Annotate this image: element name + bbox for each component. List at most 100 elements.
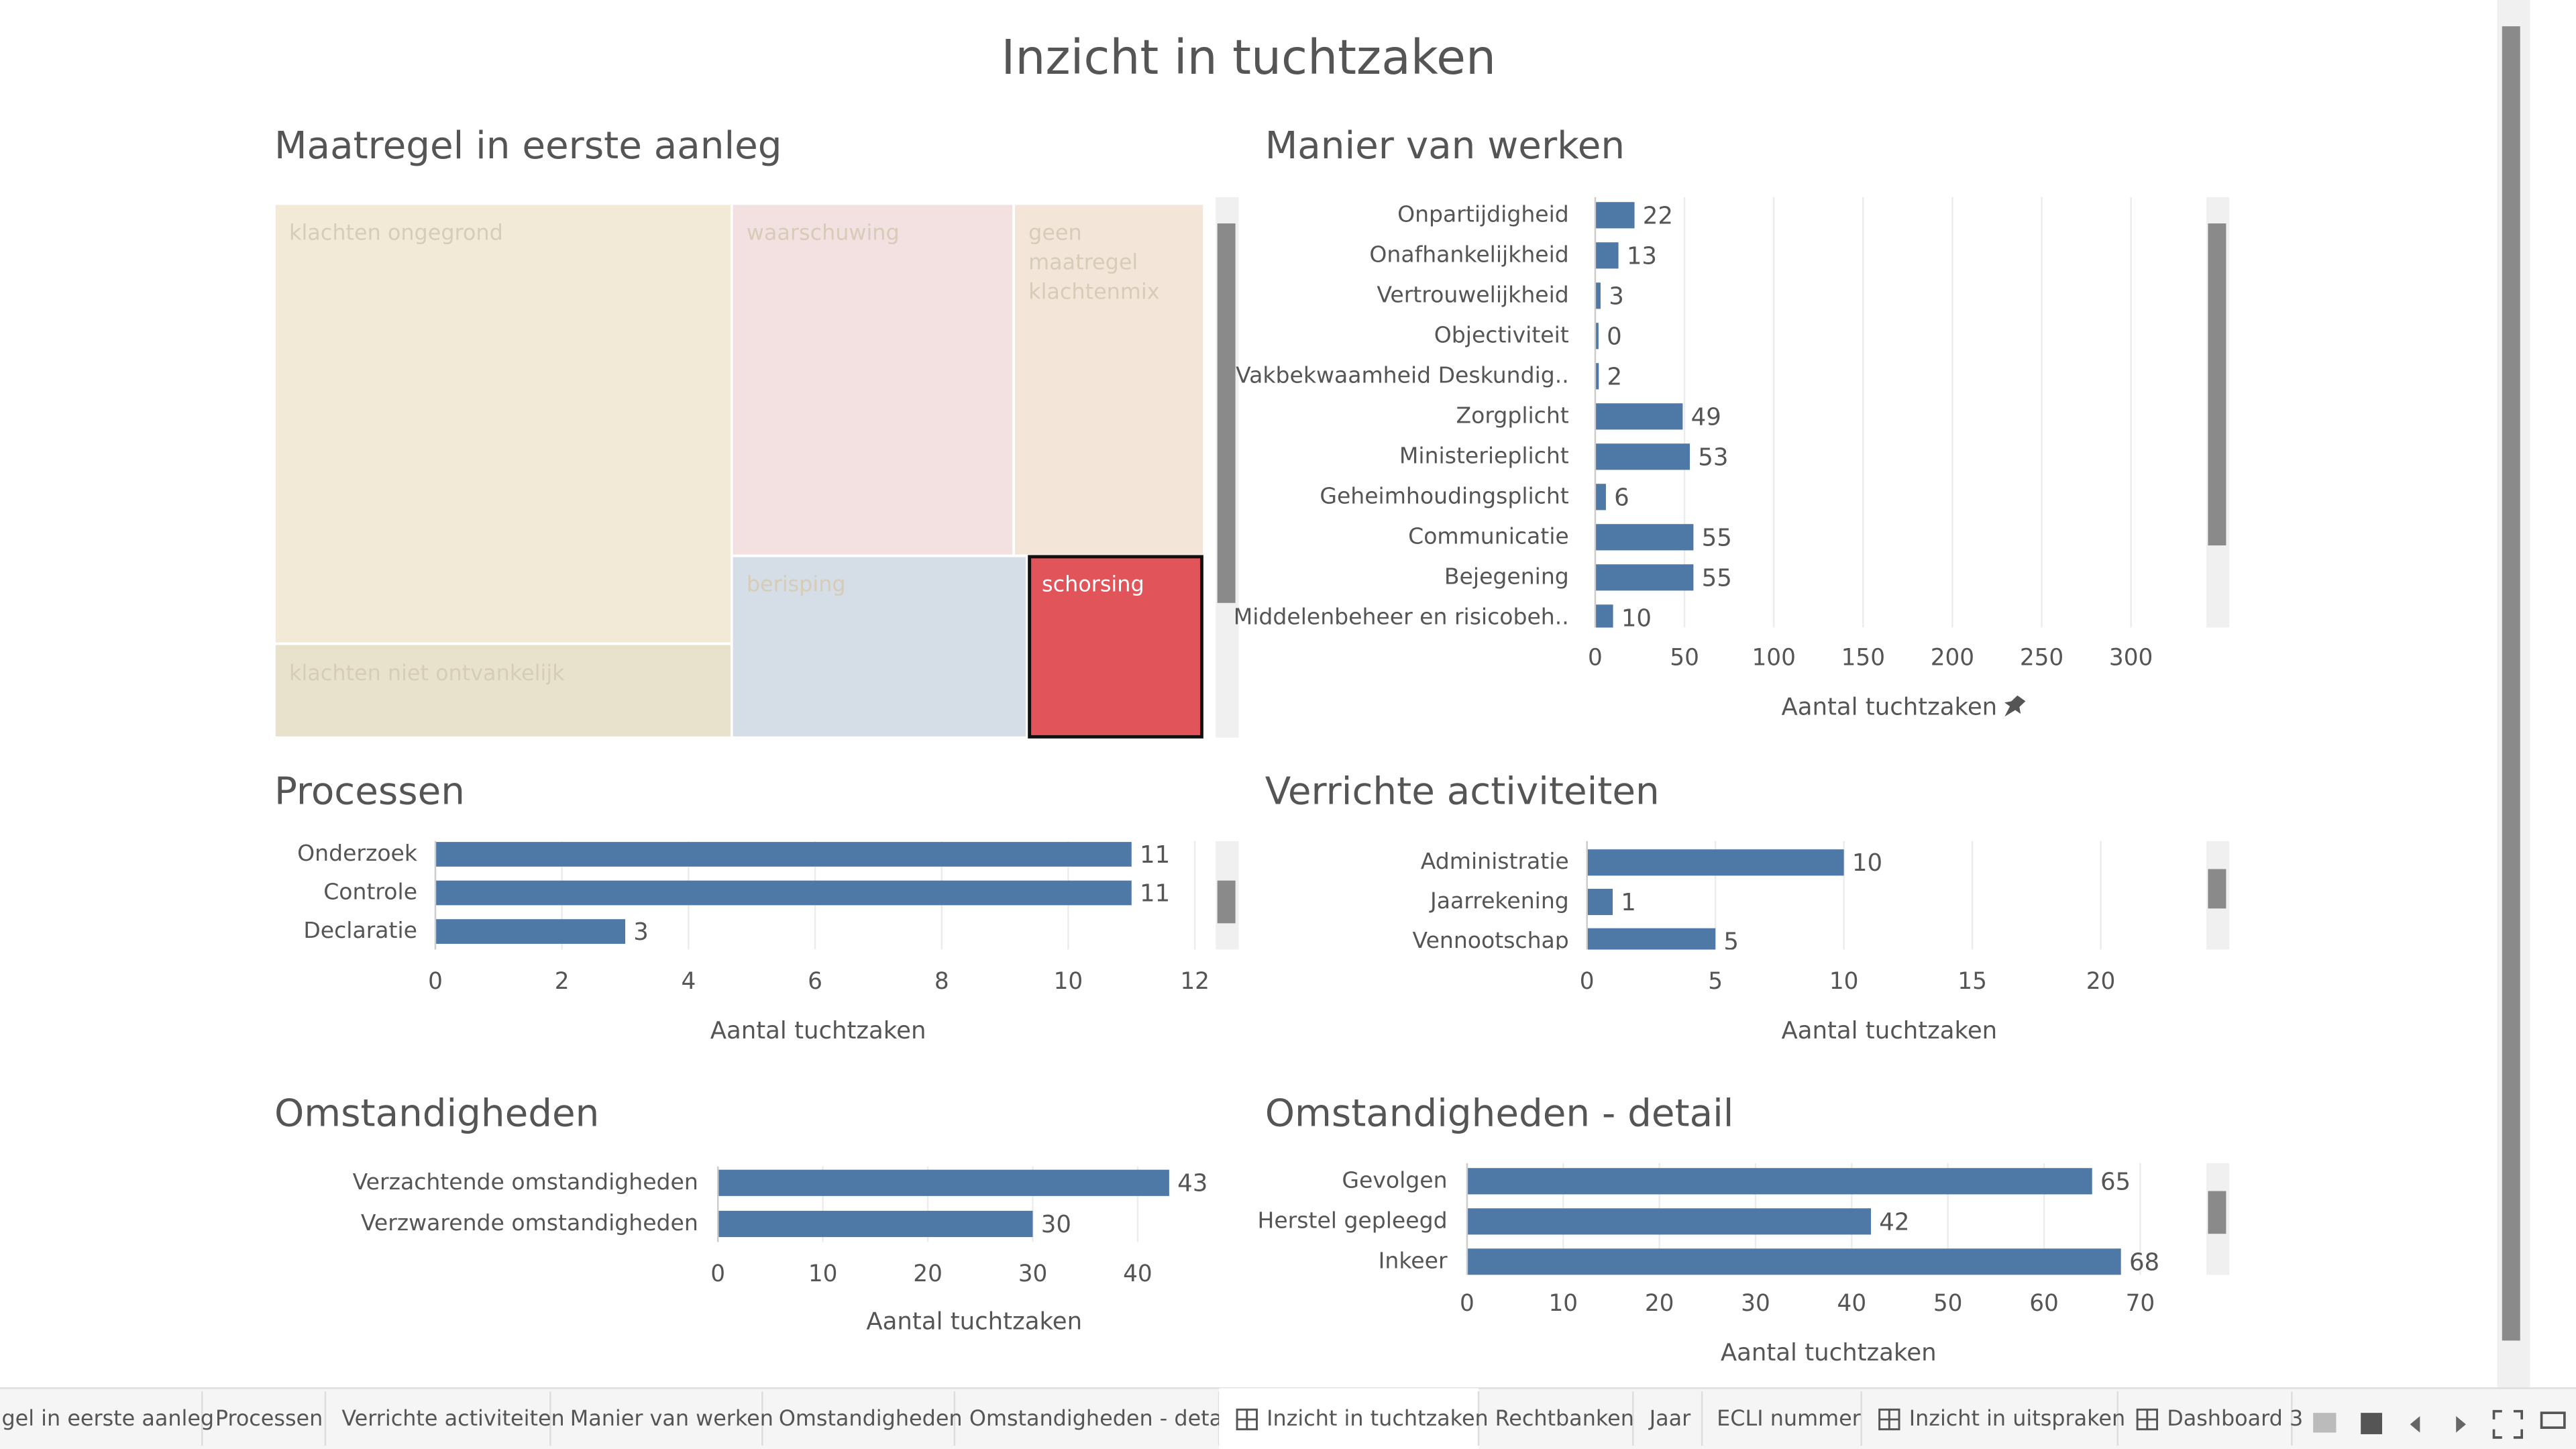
- bar: [1595, 202, 1635, 229]
- bar: [718, 1210, 1033, 1238]
- category-label: Middelenbeheer en risicobeh..: [1234, 603, 1569, 629]
- panel-scroll-thumb[interactable]: [2208, 223, 2226, 546]
- treemap-cell: [730, 554, 1028, 739]
- x-axis-label: Aantal tuchtzaken: [1781, 1017, 1997, 1044]
- x-tick-label: 15: [1957, 968, 1987, 995]
- treemap-label-box: klachten ongegrond: [289, 221, 503, 247]
- value-label: 5: [1723, 928, 1739, 956]
- value-label: 55: [1702, 524, 1732, 551]
- panel-scroll-thumb[interactable]: [2208, 869, 2226, 909]
- tab[interactable]: Verrichte activiteiten: [341, 1405, 564, 1431]
- tab-controls[interactable]: [2313, 1409, 2566, 1439]
- active-tab: [1219, 1388, 1479, 1449]
- value-label: 11: [1140, 841, 1170, 869]
- category-label: Objectiviteit: [1434, 321, 1569, 347]
- treemap-label: waarschuwing: [746, 221, 900, 247]
- x-tick-label: 100: [1752, 645, 1795, 672]
- tab[interactable]: ECLI nummer: [1717, 1405, 1862, 1431]
- treemap-label-box: waarschuwing: [746, 221, 900, 247]
- value-label: 0: [1607, 323, 1622, 350]
- treemap-label: klachten niet ontvankelijk: [289, 661, 565, 687]
- bar: [1595, 323, 1599, 350]
- treemap-label-box: berisping: [746, 574, 846, 599]
- bar: [1587, 849, 1844, 876]
- x-tick-label: 6: [808, 968, 822, 995]
- category-label: Onafhankelijkheid: [1369, 241, 1568, 267]
- bars: Onpartijdigheid 22 Onafhankelijkheid 13 Vert…: [1234, 201, 1732, 629]
- x-tick-label: 5: [1708, 968, 1723, 995]
- selection-outline: [1028, 555, 1203, 739]
- category-label: Controle: [323, 879, 417, 905]
- pin-icon[interactable]: [1998, 692, 2028, 723]
- category-label: Herstel gepleegd: [1258, 1207, 1448, 1233]
- treemap-label: berisping: [746, 574, 846, 599]
- bar: [1595, 484, 1606, 511]
- tab-icon: [2136, 1408, 2158, 1431]
- chart-title: Manier van werken: [1265, 124, 1625, 168]
- panel-scroll-thumb[interactable]: [1217, 223, 1236, 603]
- x-tick-label: 250: [2020, 645, 2063, 672]
- treemap-label: klachten ongegrond: [289, 221, 503, 247]
- category-label: Vennootschap: [1413, 927, 1569, 953]
- tab[interactable]: gel in eerste aanleg: [1, 1405, 214, 1431]
- bar: [1595, 403, 1683, 430]
- x-tick-label: 300: [2109, 645, 2153, 672]
- bar: [1595, 524, 1694, 551]
- tab[interactable]: Dashboard 3: [2167, 1405, 2303, 1431]
- x-tick-label: 0: [1580, 968, 1595, 995]
- x-tick-label: 20: [2086, 968, 2116, 995]
- tab[interactable]: Jaar: [1648, 1405, 1691, 1431]
- value-label: 1: [1621, 889, 1636, 916]
- chart-title: Maatregel in eerste aanleg: [274, 124, 782, 168]
- tab[interactable]: Omstandigheden - detail: [969, 1405, 1234, 1431]
- treemap-label-box: schorsing: [1042, 574, 1144, 599]
- bar: [718, 1169, 1169, 1196]
- category-label: Inkeer: [1379, 1247, 1448, 1273]
- category-label: Vakbekwaamheid Deskundig..: [1236, 362, 1569, 388]
- x-tick-label: 20: [1645, 1290, 1674, 1317]
- category-label: Bejegening: [1444, 563, 1569, 589]
- value-label: 2: [1607, 363, 1623, 390]
- treemap-label-box: klachten niet ontvankelijk: [289, 661, 565, 687]
- category-label: Verzachtende omstandigheden: [353, 1169, 698, 1195]
- tab[interactable]: Inzicht in tuchtzaken: [1267, 1405, 1489, 1431]
- category-label: Ministerieplicht: [1399, 442, 1569, 468]
- x-tick-label: 30: [1741, 1290, 1770, 1317]
- x-axis-label: Aantal tuchtzaken: [866, 1307, 1082, 1335]
- value-label: 3: [1609, 282, 1624, 310]
- panel-scroll-thumb[interactable]: [1217, 880, 1236, 924]
- panel-scroll-thumb[interactable]: [2208, 1191, 2226, 1234]
- tab[interactable]: Manier van werken: [570, 1405, 773, 1431]
- bar: [1466, 1208, 1871, 1235]
- category-label: Onpartijdigheid: [1397, 201, 1569, 227]
- bars: Onderzoek 11 Controle 11 Declaratie 3: [297, 840, 1170, 946]
- category-label: Onderzoek: [297, 840, 418, 866]
- x-tick-label: 30: [1018, 1260, 1048, 1287]
- scroll-thumb[interactable]: [2502, 26, 2520, 1341]
- treemap-label: geen maatregel klachtenmix: [1028, 221, 1160, 306]
- x-tick-label: 0: [1588, 645, 1603, 672]
- tab[interactable]: Inzicht in uitspraken: [1909, 1405, 2125, 1431]
- tab[interactable]: Omstandigheden: [779, 1405, 963, 1431]
- bar: [1587, 888, 1613, 916]
- x-tick-label: 0: [428, 968, 443, 995]
- x-tick-label: 20: [913, 1260, 943, 1287]
- x-tick-label: 4: [681, 968, 696, 995]
- x-axis-label: Aantal tuchtzaken: [710, 1017, 926, 1044]
- chart-title: Omstandigheden: [274, 1091, 599, 1135]
- x-tick-label: 10: [1829, 968, 1859, 995]
- dashboard-title: Inzicht in tuchtzaken: [1001, 30, 1496, 85]
- x-tick-label: 10: [808, 1260, 838, 1287]
- x-tick-label: 40: [1837, 1290, 1867, 1317]
- treemap-cell: [273, 202, 733, 645]
- bar: [1595, 242, 1619, 269]
- value-label: 22: [1643, 202, 1673, 229]
- tab[interactable]: Rechtbanken: [1495, 1405, 1634, 1431]
- value-label: 53: [1698, 443, 1728, 471]
- tab[interactable]: Processen: [215, 1405, 323, 1431]
- value-label: 55: [1702, 564, 1732, 592]
- value-label: 43: [1177, 1170, 1208, 1197]
- treemap-cell: [730, 202, 1015, 557]
- bars: Gevolgen 65 Herstel gepleegd 42 Inkeer 68: [1258, 1167, 2159, 1275]
- bar: [1595, 363, 1599, 390]
